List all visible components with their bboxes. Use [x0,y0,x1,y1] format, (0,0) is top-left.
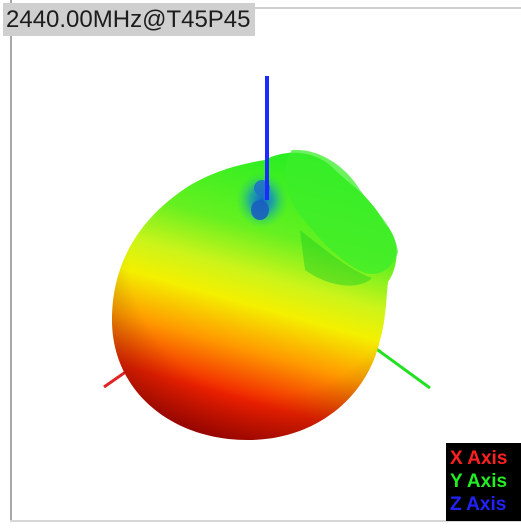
legend-x-axis: X Axis [450,448,508,469]
frame-left-border [10,0,12,521]
legend-z-axis: Z Axis [450,494,507,515]
axis-legend: X Axis Y Axis Z Axis [446,443,521,521]
frame-top-border [10,7,521,9]
legend-y-axis: Y Axis [450,471,508,492]
frequency-title-label: 2440.00MHz@T45P45 [3,3,255,36]
radiation-pattern-surface [112,149,398,440]
frame-bottom-border [10,520,521,522]
